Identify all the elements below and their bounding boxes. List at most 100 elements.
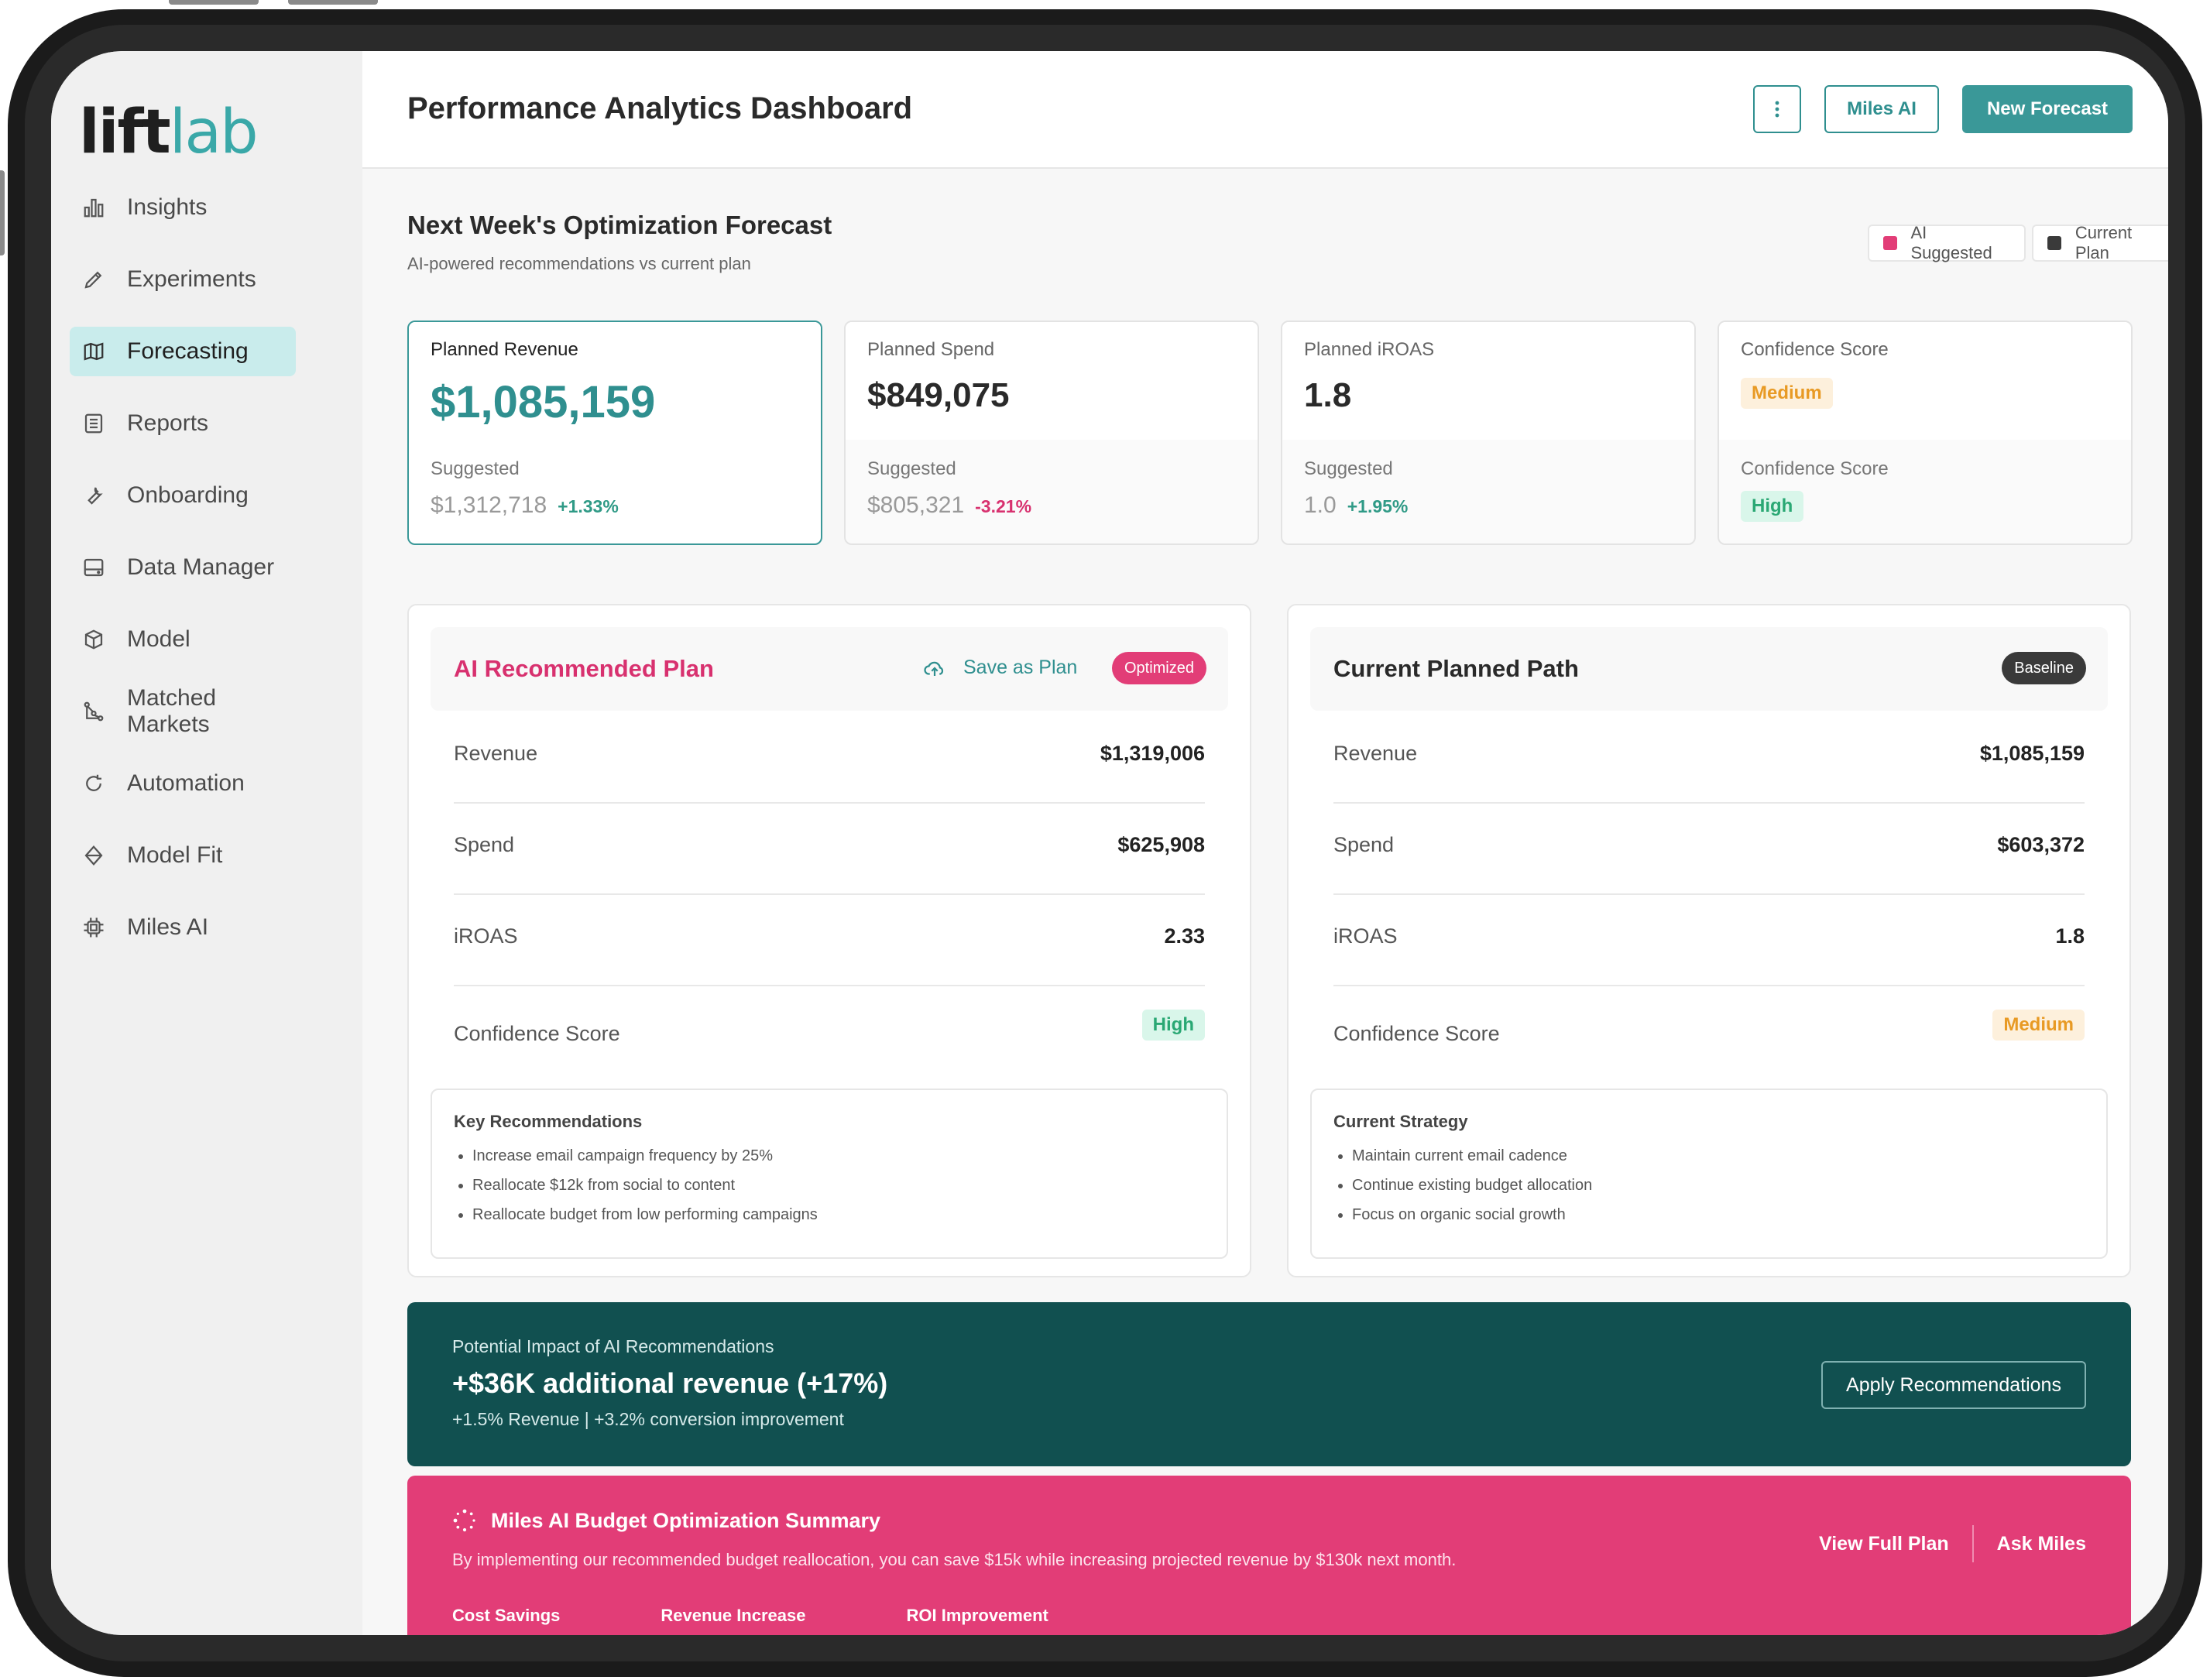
sidebar-item-matched-markets[interactable]: Matched Markets <box>70 685 296 737</box>
bar-chart-icon <box>84 198 104 218</box>
miles-description: By implementing our recommended budget r… <box>452 1550 1457 1569</box>
row-value: $603,372 <box>1997 833 2085 856</box>
kpi-label: Planned iROAS <box>1304 339 1435 360</box>
miles-title-text: Miles AI Budget Optimization Summary <box>491 1508 881 1532</box>
sidebar-item-label: Miles AI <box>127 914 209 940</box>
plan-row-confidence: Confidence Score Medium <box>1333 985 2085 1076</box>
sidebar-item-reports[interactable]: Reports <box>70 399 296 448</box>
ask-miles-link[interactable]: Ask Miles <box>1996 1532 2086 1555</box>
apply-recommendations-button[interactable]: Apply Recommendations <box>1821 1361 2086 1409</box>
sidebar-item-model[interactable]: Model <box>70 615 296 664</box>
impact-kicker: Potential Impact of AI Recommendations <box>452 1336 774 1356</box>
stat-roi-improvement: ROI Improvement <box>906 1606 1048 1625</box>
sidebar-item-experiments[interactable]: Experiments <box>70 255 296 304</box>
map-icon <box>84 342 104 361</box>
optimized-badge: Optimized <box>1111 652 1206 684</box>
row-value: $1,085,159 <box>1979 742 2085 765</box>
kpi-suggested-value: 1.0 <box>1304 492 1337 518</box>
row-key: Spend <box>1333 833 1395 856</box>
kpi-confidence-score[interactable]: Confidence Score Medium Confidence Score… <box>1718 321 2133 545</box>
new-forecast-button[interactable]: New Forecast <box>1962 85 2133 133</box>
plan-row-spend: Spend $625,908 <box>454 802 1205 895</box>
miles-ai-button[interactable]: Miles AI <box>1824 85 1939 133</box>
baseline-badge: Baseline <box>2002 652 2086 684</box>
plan-row-iroas: iROAS 2.33 <box>454 893 1205 986</box>
row-key: Revenue <box>1333 742 1418 765</box>
sidebar-item-label: Insights <box>127 194 208 220</box>
legend-swatch-pink <box>1883 236 1897 250</box>
save-as-plan-button[interactable]: Save as Plan <box>923 657 1077 679</box>
sparkle-loader-icon <box>453 1509 475 1532</box>
sidebar-item-label: Reports <box>127 410 209 436</box>
plan-row-revenue: Revenue $1,319,006 <box>454 711 1205 804</box>
row-value: High <box>1141 1010 1205 1041</box>
plan-row-iroas: iROAS 1.8 <box>1333 893 2085 986</box>
diamond-icon <box>84 845 103 866</box>
sidebar-item-data-manager[interactable]: Data Manager <box>70 543 296 592</box>
row-value: 1.8 <box>2055 924 2085 948</box>
sidebar-item-label: Forecasting <box>127 338 249 364</box>
row-value: Medium <box>1992 1010 2085 1041</box>
sidebar-item-model-fit[interactable]: Model Fit <box>70 831 296 880</box>
strategy-list: Maintain current email cadence Continue … <box>1335 1141 1592 1229</box>
plan-row-spend: Spend $603,372 <box>1333 802 2085 895</box>
forecast-subtitle: AI-powered recommendations vs current pl… <box>407 254 751 273</box>
nodes-icon <box>84 701 104 722</box>
legend-ai-suggested: AI Suggested <box>1868 223 2026 262</box>
impact-detail: +1.5% Revenue | +3.2% conversion improve… <box>452 1409 844 1429</box>
recommendations-list: Increase email campaign frequency by 25%… <box>455 1141 818 1229</box>
box-title: Key Recommendations <box>454 1112 643 1131</box>
kpi-planned-iroas[interactable]: Planned iROAS 1.8 Suggested 1.0 +1.95% <box>1281 321 1696 545</box>
row-value: $625,908 <box>1117 833 1205 856</box>
kpi-sub-value: High <box>1741 491 1804 522</box>
view-full-plan-link[interactable]: View Full Plan <box>1819 1532 1949 1555</box>
confidence-badge-high: High <box>1141 1010 1205 1041</box>
list-item: Focus on organic social growth <box>1352 1200 1592 1229</box>
row-key: Spend <box>454 833 515 856</box>
kpi-change: +1.33% <box>558 496 619 516</box>
confidence-badge-high: High <box>1741 491 1804 522</box>
row-key: Confidence Score <box>1333 1022 1500 1045</box>
sidebar-item-insights[interactable]: Insights <box>70 183 296 232</box>
current-planned-path-card: Current Planned Path Baseline Revenue $1… <box>1287 604 2131 1277</box>
kpi-label: Confidence Score <box>1741 339 1889 360</box>
row-key: Confidence Score <box>454 1022 620 1045</box>
kpi-planned-spend[interactable]: Planned Spend $849,075 Suggested $805,32… <box>844 321 1259 545</box>
sidebar-item-label: Data Manager <box>127 554 275 580</box>
sidebar-item-label: Model <box>127 626 190 652</box>
sidebar-item-forecasting[interactable]: Forecasting <box>70 327 296 376</box>
kpi-planned-revenue[interactable]: Planned Revenue $1,085,159 Suggested $1,… <box>407 321 822 545</box>
sidebar-item-miles-ai[interactable]: Miles AI <box>70 903 296 952</box>
plan-title: Current Planned Path <box>1333 655 1579 682</box>
device-screen: liftlab Insights Experiments Forecasting… <box>51 51 2168 1635</box>
sidebar-item-onboarding[interactable]: Onboarding <box>70 471 296 520</box>
impact-banner: Potential Impact of AI Recommendations +… <box>407 1302 2131 1466</box>
main-content: Performance Analytics Dashboard Miles AI… <box>362 51 2168 1635</box>
kpi-sub-value: $805,321 -3.21% <box>867 492 1031 519</box>
miles-summary-title: Miles AI Budget Optimization Summary <box>452 1508 880 1533</box>
pencil-icon <box>84 271 102 289</box>
list-item: Continue existing budget allocation <box>1352 1171 1592 1200</box>
list-item: Maintain current email cadence <box>1352 1141 1592 1171</box>
logo-part-1: lift <box>79 98 171 167</box>
miles-links: View Full Plan Ask Miles <box>1819 1525 2086 1562</box>
plan-row-revenue: Revenue $1,085,159 <box>1333 711 2085 804</box>
sidebar-item-label: Automation <box>127 770 245 796</box>
more-vertical-icon <box>1775 101 1779 118</box>
confidence-badge-medium: Medium <box>1992 1010 2085 1041</box>
kpi-change: -3.21% <box>975 496 1032 516</box>
kpi-label: Planned Revenue <box>431 339 578 360</box>
more-options-button[interactable] <box>1753 85 1801 133</box>
kpi-suggested-value: $1,312,718 <box>431 492 547 518</box>
kpi-top <box>409 322 821 440</box>
sidebar-item-label: Matched Markets <box>127 685 217 737</box>
plan-title: AI Recommended Plan <box>454 655 714 682</box>
liftlab-logo[interactable]: liftlab <box>79 98 259 167</box>
sidebar-item-automation[interactable]: Automation <box>70 759 296 808</box>
cloud-upload-icon <box>924 661 944 676</box>
legend-swatch-dark <box>2047 236 2061 250</box>
impact-headline: +$36K additional revenue (+17%) <box>452 1367 888 1399</box>
kpi-sub-value: $1,312,718 +1.33% <box>431 492 619 519</box>
legend-label: AI Suggested <box>1910 223 1992 262</box>
chip-icon <box>84 917 104 938</box>
